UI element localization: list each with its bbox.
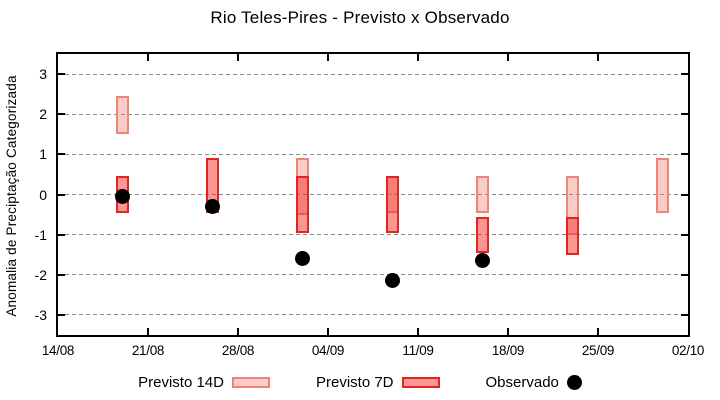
y-tick-label: 1 xyxy=(39,146,47,163)
x-tick-top xyxy=(237,54,239,61)
forecast-7d-box xyxy=(295,176,309,233)
legend-item-previsto-14d: Previsto 14D xyxy=(138,374,270,391)
chart-title: Rio Teles-Pires - Previsto x Observado xyxy=(210,8,510,27)
forecast-14d-box xyxy=(115,96,129,135)
observed-dot xyxy=(294,251,310,267)
x-tick-top xyxy=(327,54,329,61)
legend-label-previsto-14d: Previsto 14D xyxy=(138,373,224,391)
y-tick-label: 3 xyxy=(39,66,47,83)
x-tick-label: 04/09 xyxy=(311,343,345,358)
legend-item-observado: Observado xyxy=(486,374,582,391)
legend-swatch-previsto-14d-icon xyxy=(231,376,270,388)
y-tick-right xyxy=(681,73,688,76)
y-tick-left xyxy=(58,193,65,196)
y-tick-right xyxy=(681,193,688,196)
y-tick-right xyxy=(681,233,688,236)
y-tick-left xyxy=(58,273,65,276)
y-tick-left xyxy=(58,153,65,156)
x-tick-label: 25/09 xyxy=(581,343,615,358)
y-tick-right xyxy=(681,313,688,316)
x-tick-label: 28/08 xyxy=(221,343,255,358)
gridline xyxy=(58,73,688,75)
x-tick-bottom xyxy=(507,328,509,335)
y-tick-left xyxy=(58,113,65,116)
y-tick-right xyxy=(681,153,688,156)
gridline xyxy=(58,314,688,316)
legend: Previsto 14D Previsto 7D Observado xyxy=(0,368,720,396)
forecast-7d-box xyxy=(565,216,579,255)
y-tick-left xyxy=(58,313,65,316)
y-tick-left xyxy=(58,73,65,76)
forecast-7d-box xyxy=(385,176,399,233)
x-tick-label: 21/08 xyxy=(131,343,165,358)
y-tick-right xyxy=(681,113,688,116)
legend-swatch-previsto-7d-icon xyxy=(401,376,440,388)
observed-dot xyxy=(204,199,220,215)
y-tick-label: 0 xyxy=(39,186,47,203)
y-tick-label: -2 xyxy=(34,266,47,283)
forecast-14d-box xyxy=(475,176,489,213)
y-tick-left xyxy=(58,233,65,236)
x-tick-label: 11/09 xyxy=(402,343,434,358)
x-tick-label: 18/09 xyxy=(491,343,525,358)
gridline xyxy=(58,234,688,236)
plot-area xyxy=(56,52,690,337)
x-tick-top xyxy=(147,54,149,61)
gridline xyxy=(58,153,688,155)
observed-dot xyxy=(384,273,400,289)
x-tick-bottom xyxy=(417,328,419,335)
y-tick-label: 2 xyxy=(39,106,47,123)
x-tick-top xyxy=(597,54,599,61)
legend-dot-observado-icon xyxy=(566,374,582,390)
forecast-7d-box xyxy=(475,216,489,253)
legend-label-previsto-7d: Previsto 7D xyxy=(315,373,394,391)
x-tick-bottom xyxy=(237,328,239,335)
x-tick-bottom xyxy=(327,328,329,335)
x-tick-label: 02/10 xyxy=(671,343,705,358)
x-tick-top xyxy=(417,54,419,61)
x-tick-label: 14/08 xyxy=(41,343,75,358)
legend-item-previsto-7d: Previsto 7D xyxy=(316,374,440,391)
x-tick-top xyxy=(507,54,509,61)
x-tick-bottom xyxy=(597,328,599,335)
y-tick-right xyxy=(681,273,688,276)
gridline xyxy=(58,274,688,276)
y-tick-label: -3 xyxy=(34,306,47,323)
gridline xyxy=(58,194,688,195)
x-tick-bottom xyxy=(147,328,149,335)
observed-dot xyxy=(474,253,490,269)
observed-dot xyxy=(114,189,130,204)
forecast-14d-box xyxy=(655,158,669,213)
legend-label-observado: Observado xyxy=(485,373,559,391)
gridline xyxy=(58,113,688,115)
y-tick-label: -1 xyxy=(34,226,47,243)
